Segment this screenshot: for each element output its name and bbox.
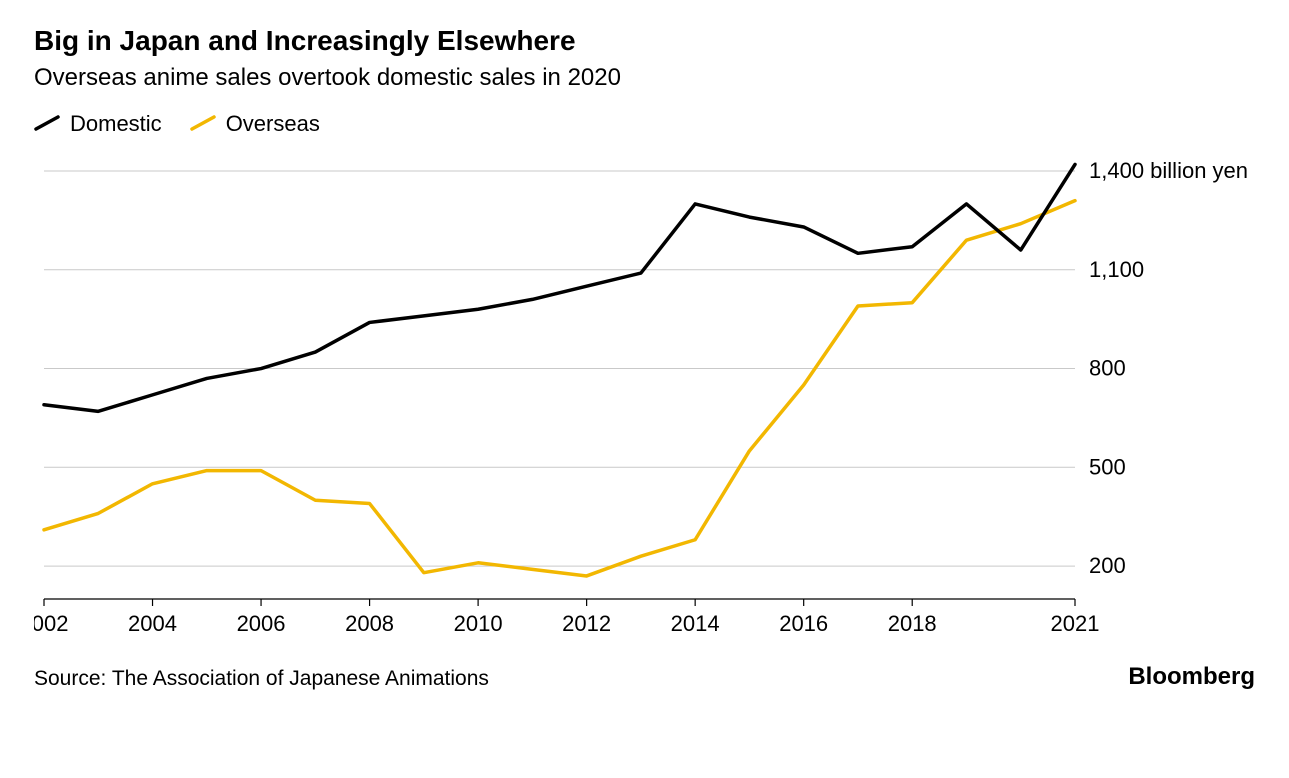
plot-svg: 2002 2004 2006 2008 2010 2012 2014 2016 2018 2021… (34, 149, 1255, 639)
x-tick-label: 2012 (562, 611, 611, 636)
x-tick-label: 2016 (779, 611, 828, 636)
y-tick-label: 500 (1089, 454, 1126, 479)
x-tick-label: 2014 (671, 611, 720, 636)
series-domestic (44, 164, 1075, 411)
x-tick-label: 2010 (454, 611, 503, 636)
chart-title: Big in Japan and Increasingly Elsewhere (34, 24, 1255, 58)
y-tick-label: 800 (1089, 355, 1126, 380)
x-tick-label: 2008 (345, 611, 394, 636)
legend: Domestic Overseas (34, 111, 1255, 137)
source-text: Source: The Association of Japanese Anim… (34, 667, 489, 691)
chart-footer: Source: The Association of Japanese Anim… (34, 663, 1255, 691)
plot-area: 2002 2004 2006 2008 2010 2012 2014 2016 2018 2021… (34, 149, 1255, 639)
y-tick-label: 200 (1089, 553, 1126, 578)
legend-item: Domestic (34, 111, 162, 137)
y-tick-label: 1,100 (1089, 257, 1144, 282)
legend-item: Overseas (190, 111, 320, 137)
series-overseas (44, 200, 1075, 575)
anime-sales-chart: Big in Japan and Increasingly Elsewhere … (0, 0, 1289, 778)
x-tick-label: 2006 (237, 611, 286, 636)
brand-text: Bloomberg (1128, 663, 1255, 691)
x-tick-label: 2004 (128, 611, 177, 636)
legend-swatch (190, 115, 218, 133)
chart-subtitle: Overseas anime sales overtook domestic s… (34, 62, 1255, 93)
legend-label: Domestic (70, 111, 162, 137)
x-tick-label: 2018 (888, 611, 937, 636)
legend-label: Overseas (226, 111, 320, 137)
legend-swatch (34, 115, 62, 133)
y-tick-label: 1,400 billion yen (1089, 158, 1248, 183)
x-tick-label: 2021 (1051, 611, 1100, 636)
x-tick-label: 2002 (34, 611, 68, 636)
